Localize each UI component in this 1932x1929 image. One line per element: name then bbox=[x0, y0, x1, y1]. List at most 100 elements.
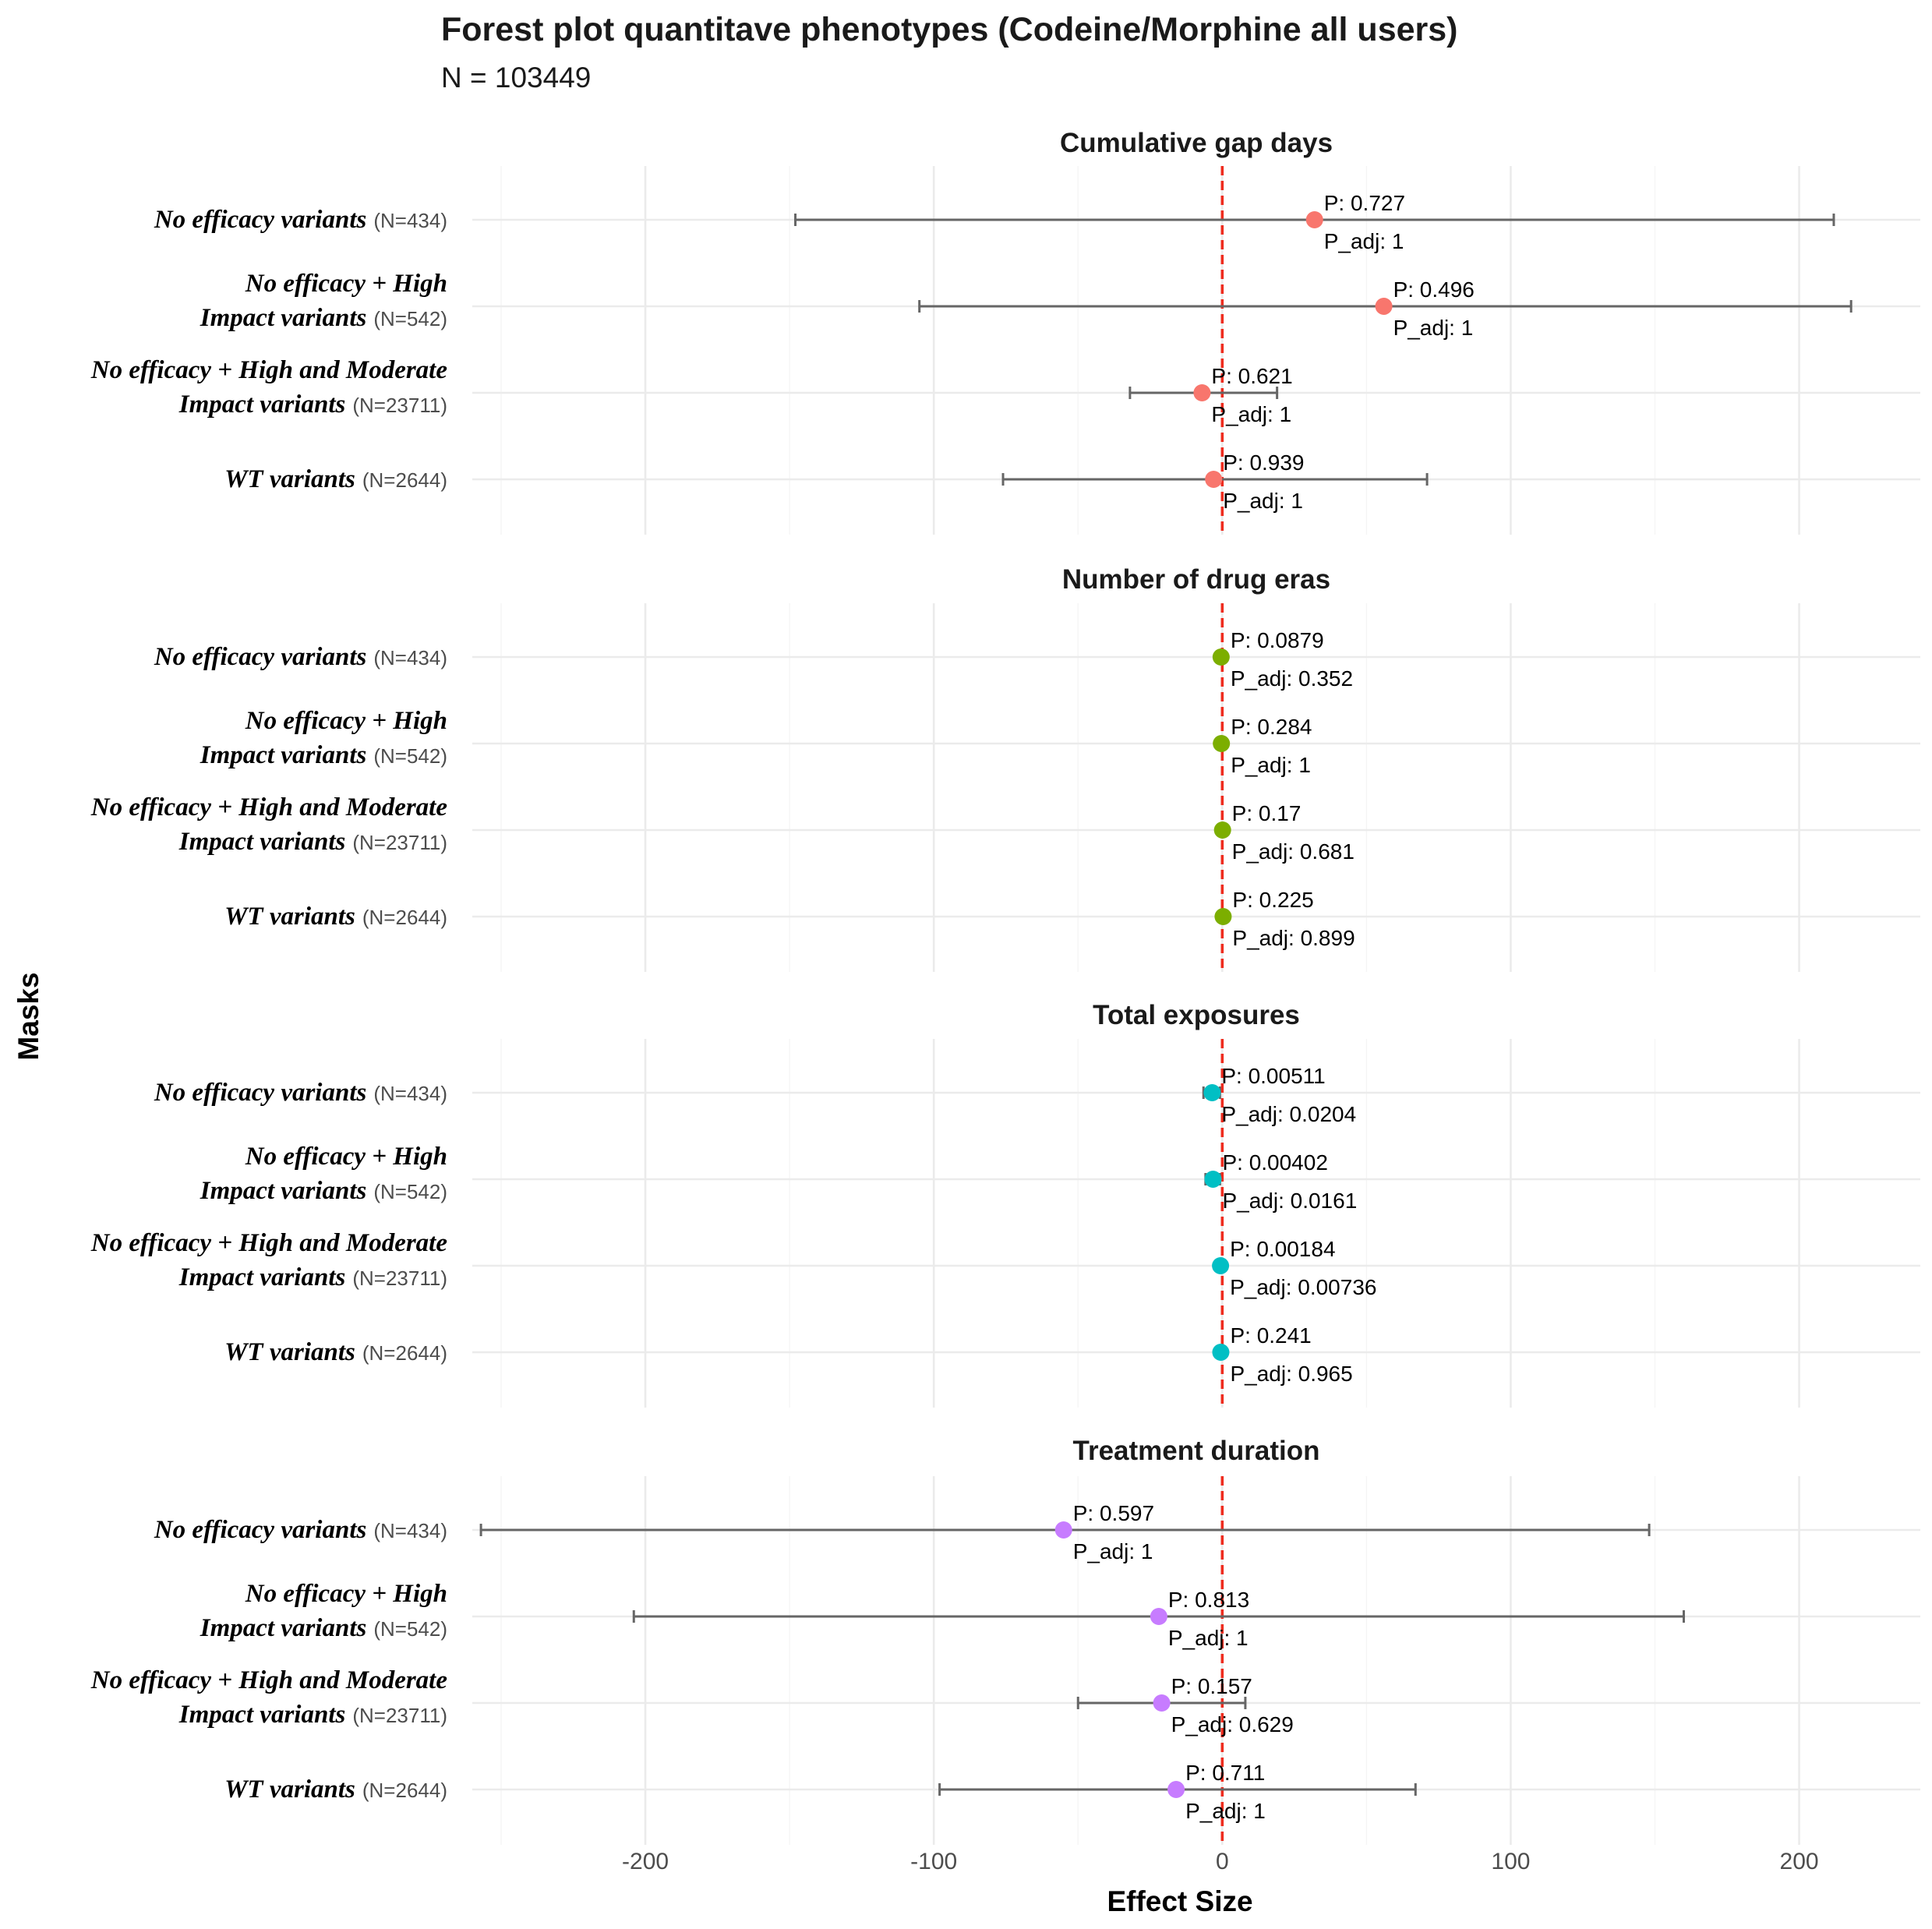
mask-name: Impact variants bbox=[178, 390, 346, 419]
mask-count: (N=23711) bbox=[352, 1704, 447, 1727]
estimate-point bbox=[1205, 471, 1223, 488]
p-adj-label: P_adj: 0.352 bbox=[1231, 666, 1353, 691]
estimate-point bbox=[1203, 1084, 1221, 1101]
x-axis: -200 -100 0 100 200 bbox=[622, 1849, 1819, 1874]
mask-count: (N=434) bbox=[373, 1082, 447, 1105]
mask-count: (N=23711) bbox=[352, 394, 447, 417]
mask-label: No efficacy variants (N=434) bbox=[154, 643, 447, 671]
mask-name: No efficacy variants bbox=[154, 206, 367, 234]
p-value-label: P: 0.597 bbox=[1073, 1501, 1154, 1525]
chart-subtitle: N = 103449 bbox=[441, 62, 591, 94]
facet-panel: Treatment duration P: 0.597 P_adj: 1 No eff… bbox=[90, 1436, 1920, 1845]
mask-count: (N=434) bbox=[373, 646, 447, 669]
x-tick-label: 100 bbox=[1491, 1849, 1530, 1874]
facet-title: Total exposures bbox=[1093, 1000, 1300, 1030]
mask-label-line: No efficacy + High bbox=[245, 270, 447, 298]
mask-label-line: Impact variants (N=542) bbox=[200, 1177, 447, 1205]
mask-count: (N=542) bbox=[373, 1180, 447, 1203]
mask-count: (N=434) bbox=[373, 209, 447, 232]
p-adj-label: P_adj: 1 bbox=[1211, 402, 1291, 426]
p-adj-label: P_adj: 1 bbox=[1168, 1626, 1249, 1650]
mask-label: WT variants (N=2644) bbox=[224, 1338, 447, 1366]
mask-count: (N=2644) bbox=[362, 468, 447, 492]
p-value-label: P: 0.621 bbox=[1211, 364, 1292, 388]
panels: Cumulative gap days P: 0.727 P_adj: 1 No ef… bbox=[90, 128, 1920, 1845]
mask-count: (N=23711) bbox=[352, 1267, 447, 1290]
facet-title: Treatment duration bbox=[1073, 1436, 1320, 1466]
x-axis-title: Effect Size bbox=[1107, 1885, 1252, 1917]
mask-name: No efficacy variants bbox=[154, 1079, 367, 1107]
estimate-point bbox=[1213, 735, 1231, 752]
mask-count: (N=434) bbox=[373, 1519, 447, 1542]
mask-label-line: No efficacy + High and Moderate bbox=[90, 793, 447, 821]
mask-label-line: No efficacy + High bbox=[245, 707, 447, 735]
facet-panel: Total exposures P: 0.00511 P_adj: 0.0204 No… bbox=[90, 1000, 1920, 1408]
estimate-point bbox=[1212, 648, 1230, 666]
p-value-label: P: 0.17 bbox=[1232, 801, 1302, 825]
mask-label-line: Impact variants (N=23711) bbox=[178, 1263, 447, 1291]
mask-name: Impact variants bbox=[200, 304, 367, 332]
p-adj-label: P_adj: 0.965 bbox=[1230, 1362, 1352, 1386]
mask-label: WT variants (N=2644) bbox=[224, 903, 447, 931]
mask-label-line: Impact variants (N=23711) bbox=[178, 1701, 447, 1729]
mask-label: No efficacy variants (N=434) bbox=[154, 206, 447, 234]
y-axis-title: Masks bbox=[12, 972, 44, 1060]
mask-count: (N=23711) bbox=[352, 831, 447, 854]
p-adj-label: P_adj: 0.0161 bbox=[1222, 1189, 1357, 1213]
mask-label-line: No efficacy + High and Moderate bbox=[90, 1229, 447, 1257]
mask-name: No efficacy variants bbox=[154, 643, 367, 671]
mask-name: Impact variants bbox=[200, 741, 367, 769]
estimate-point bbox=[1305, 211, 1323, 228]
p-value-label: P: 0.496 bbox=[1393, 277, 1475, 302]
mask-label-line: No efficacy + High bbox=[245, 1580, 447, 1608]
estimate-point bbox=[1212, 1257, 1230, 1274]
p-value-label: P: 0.284 bbox=[1231, 715, 1312, 739]
mask-label-line: No efficacy + High bbox=[245, 1143, 447, 1171]
p-adj-label: P_adj: 0.0204 bbox=[1221, 1102, 1356, 1126]
mask-label-line: No efficacy + High and Moderate bbox=[90, 356, 447, 384]
x-tick-label: -200 bbox=[622, 1849, 669, 1874]
mask-name: Impact variants bbox=[178, 828, 346, 856]
mask-name: Impact variants bbox=[178, 1263, 346, 1291]
p-value-label: P: 0.939 bbox=[1223, 450, 1304, 475]
mask-name: WT variants bbox=[224, 465, 355, 493]
mask-name: Impact variants bbox=[200, 1177, 367, 1205]
p-adj-label: P_adj: 0.629 bbox=[1171, 1712, 1294, 1736]
estimate-point bbox=[1153, 1694, 1171, 1712]
p-adj-label: P_adj: 1 bbox=[1185, 1799, 1266, 1823]
facet-panel: Cumulative gap days P: 0.727 P_adj: 1 No ef… bbox=[90, 128, 1920, 535]
p-value-label: P: 0.711 bbox=[1185, 1761, 1265, 1785]
x-tick-label: 0 bbox=[1216, 1849, 1229, 1874]
estimate-point bbox=[1054, 1521, 1072, 1539]
estimate-point bbox=[1204, 1171, 1222, 1188]
x-tick-label: -100 bbox=[910, 1849, 957, 1874]
mask-label-line: Impact variants (N=23711) bbox=[178, 828, 447, 856]
mask-name: WT variants bbox=[224, 1775, 355, 1804]
p-adj-label: P_adj: 1 bbox=[1223, 489, 1303, 513]
mask-label-line: Impact variants (N=542) bbox=[200, 304, 447, 332]
mask-label: No efficacy variants (N=434) bbox=[154, 1516, 447, 1544]
p-adj-label: P_adj: 0.899 bbox=[1232, 926, 1355, 950]
p-value-label: P: 0.00402 bbox=[1222, 1150, 1327, 1175]
estimate-point bbox=[1375, 298, 1393, 315]
p-adj-label: P_adj: 1 bbox=[1231, 753, 1311, 777]
x-tick-label: 200 bbox=[1780, 1849, 1819, 1874]
mask-label-line: No efficacy + High and Moderate bbox=[90, 1666, 447, 1694]
mask-count: (N=2644) bbox=[362, 906, 447, 929]
mask-label: WT variants (N=2644) bbox=[224, 1775, 447, 1804]
p-value-label: P: 0.00511 bbox=[1221, 1064, 1325, 1088]
p-value-label: P: 0.727 bbox=[1324, 191, 1405, 215]
mask-name: Impact variants bbox=[200, 1614, 367, 1642]
mask-count: (N=2644) bbox=[362, 1779, 447, 1802]
p-value-label: P: 0.225 bbox=[1232, 888, 1313, 912]
p-adj-label: P_adj: 1 bbox=[1073, 1539, 1153, 1563]
mask-count: (N=542) bbox=[373, 744, 447, 768]
mask-label: No efficacy variants (N=434) bbox=[154, 1079, 447, 1107]
mask-label-line: Impact variants (N=23711) bbox=[178, 390, 447, 419]
mask-label-line: Impact variants (N=542) bbox=[200, 741, 447, 769]
estimate-point bbox=[1150, 1608, 1167, 1625]
estimate-point bbox=[1167, 1781, 1185, 1798]
p-value-label: P: 0.00184 bbox=[1230, 1237, 1335, 1261]
chart-title: Forest plot quantitave phenotypes (Codei… bbox=[441, 11, 1458, 48]
